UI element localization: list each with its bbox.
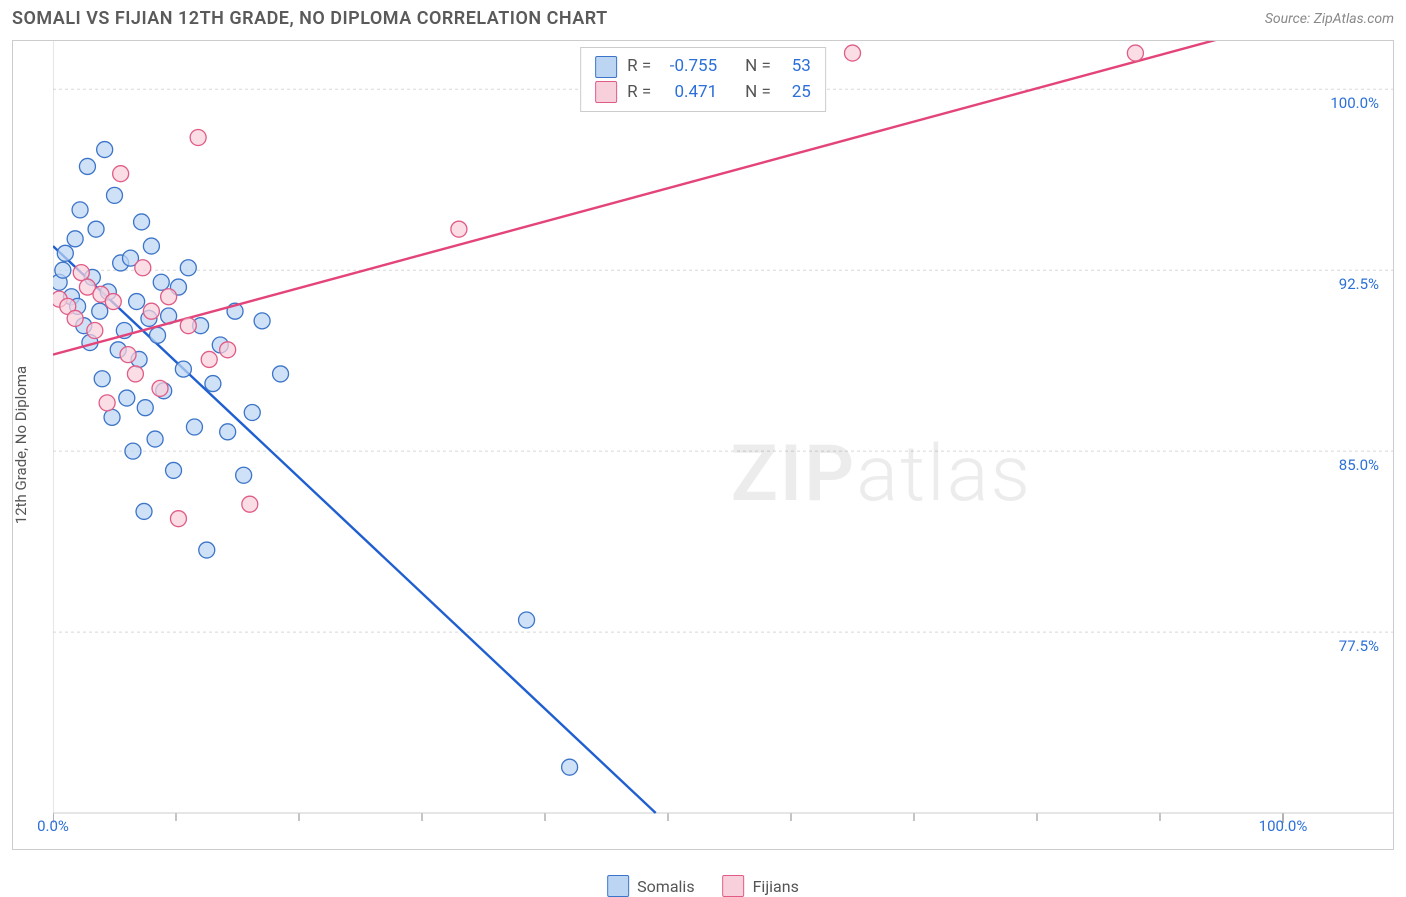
stats-r-label: R =: [627, 80, 651, 106]
y-tick-label: 100.0%: [1330, 94, 1379, 112]
legend-swatch: [723, 875, 745, 897]
legend-item: Fijians: [723, 875, 799, 897]
legend-label: Somalis: [637, 877, 694, 896]
stats-n-value: 25: [781, 80, 811, 106]
y-tick-label: 92.5%: [1339, 275, 1379, 293]
stats-row: R = 0.471 N = 25: [595, 80, 811, 106]
stats-r-value: -0.755: [661, 54, 717, 80]
legend-label: Fijians: [753, 877, 799, 896]
legend-item: Somalis: [607, 875, 694, 897]
source-prefix: Source:: [1265, 11, 1314, 27]
stats-n-value: 53: [781, 54, 811, 80]
legend-swatch: [607, 875, 629, 897]
stats-swatch: [595, 56, 617, 78]
y-tick-label: 77.5%: [1339, 637, 1379, 655]
x-tick-label: 0.0%: [37, 817, 69, 835]
chart-plot: [53, 41, 1393, 849]
y-axis-label-wrap: 12th Grade, No Diploma: [9, 41, 33, 849]
chart-title: SOMALI VS FIJIAN 12TH GRADE, NO DIPLOMA …: [12, 8, 608, 29]
stats-n-label: N =: [745, 80, 771, 106]
y-tick-label: 85.0%: [1339, 456, 1379, 474]
stats-n-label: N =: [745, 54, 771, 80]
bottom-legend: Somalis Fijians: [607, 875, 799, 897]
stats-row: R = -0.755 N = 53: [595, 54, 811, 80]
x-tick-label: 100.0%: [1259, 817, 1308, 835]
source-attribution: Source: ZipAtlas.com: [1265, 11, 1394, 27]
chart-container: 12th Grade, No Diploma R =-0.755N =53R =…: [12, 40, 1394, 850]
chart-header: SOMALI VS FIJIAN 12TH GRADE, NO DIPLOMA …: [0, 0, 1406, 35]
stats-r-value: 0.471: [661, 80, 717, 106]
stats-swatch: [595, 81, 617, 103]
stats-r-label: R =: [627, 54, 651, 80]
source-name: ZipAtlas.com: [1314, 11, 1394, 27]
y-axis-label: 12th Grade, No Diploma: [12, 366, 30, 524]
correlation-stats-box: R = -0.755 N = 53 R = 0.471 N = 25: [580, 47, 826, 112]
